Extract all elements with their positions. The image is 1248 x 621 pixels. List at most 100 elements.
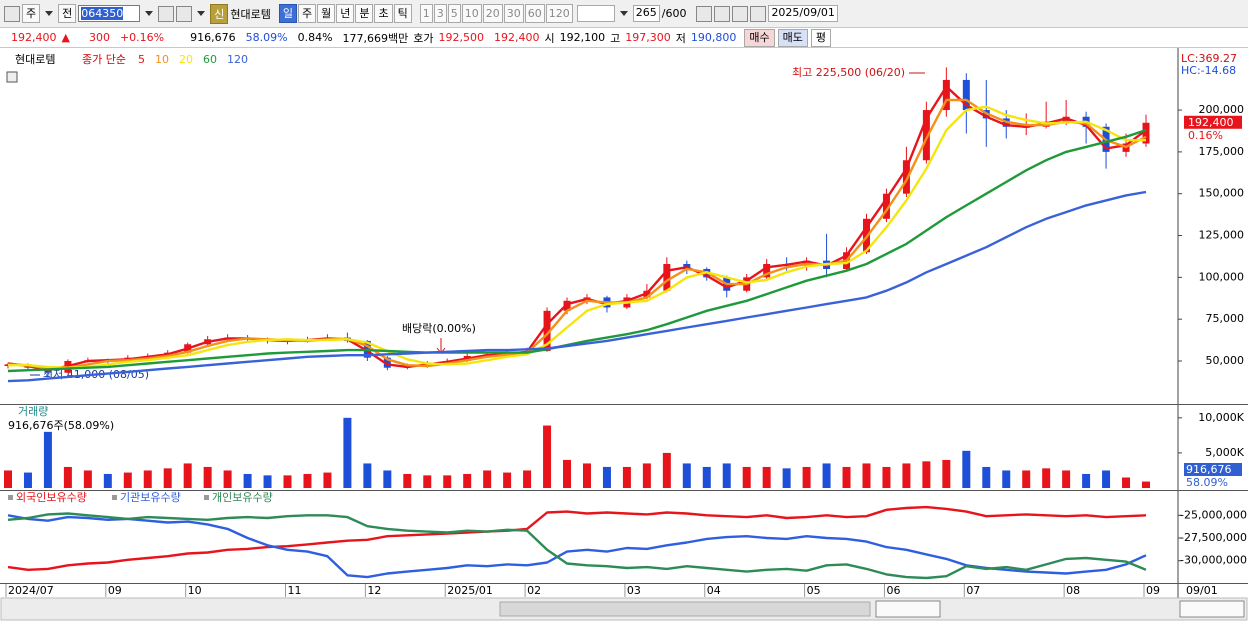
dropdown-arrow[interactable]	[619, 11, 628, 16]
y-tick-label: 100,000	[1199, 270, 1245, 283]
interval-button[interactable]: 20	[482, 4, 503, 23]
avg-button[interactable]: 평	[810, 28, 832, 47]
nav-buttons[interactable]	[875, 600, 941, 618]
volume-bar	[343, 417, 352, 488]
volume-bar	[822, 463, 831, 488]
chart-icon[interactable]	[696, 5, 713, 22]
x-tick-label: 03	[627, 584, 641, 597]
volume-bar	[1082, 473, 1091, 488]
period-button[interactable]: 일	[278, 4, 297, 23]
volume-bar	[123, 472, 132, 488]
buy-button[interactable]: 매수	[744, 28, 775, 47]
volume-bar	[782, 468, 791, 488]
price: 192,400	[11, 31, 57, 44]
type-select[interactable]: 주	[22, 4, 41, 23]
volume-bar	[523, 470, 532, 488]
interval-button[interactable]: 5	[447, 4, 461, 23]
interval-button[interactable]: 60	[524, 4, 545, 23]
interval-button[interactable]: 120	[545, 4, 573, 23]
high: 197,300	[625, 31, 671, 44]
period-button[interactable]: 분	[355, 4, 374, 23]
legend-entry: 외국인보유수량	[16, 491, 87, 504]
y-tick-label: 175,000	[1199, 145, 1245, 158]
y-tick-label: 125,000	[1199, 229, 1245, 242]
volume-bar	[742, 466, 751, 488]
legend-swatch	[112, 495, 117, 500]
custom-interval[interactable]	[576, 5, 615, 22]
dropdown-arrow[interactable]	[197, 11, 206, 16]
search-icon[interactable]	[158, 5, 175, 22]
window-icon[interactable]	[4, 5, 20, 22]
period-button[interactable]: 초	[374, 4, 393, 23]
legend-entry: 기관보유수량	[120, 491, 181, 504]
candle-body	[563, 300, 571, 311]
open: 192,100	[559, 31, 606, 44]
volume-tag-pct: 58.09%	[1186, 476, 1228, 489]
volume-bar	[183, 463, 192, 488]
period-button[interactable]: 년	[336, 4, 355, 23]
x-tick-label: 09	[108, 584, 122, 597]
dropdown-arrow[interactable]	[145, 11, 154, 16]
count: 265	[635, 6, 657, 19]
scale-label: LC:369.27	[1181, 52, 1237, 65]
moving-average	[7, 85, 1147, 372]
candle-body	[543, 310, 551, 351]
legend-entry: 60	[203, 53, 217, 66]
volume-bar	[602, 466, 611, 488]
high-annotation: 최고 225,500 (06/20)	[792, 66, 905, 79]
code-input[interactable]: 064350	[78, 5, 141, 22]
scroll-thumb[interactable]	[499, 601, 871, 617]
interval-buttons: 1 3 5 10 20 30 60 120	[419, 4, 573, 23]
draw-icon[interactable]	[714, 5, 731, 22]
volume-bar	[1022, 470, 1031, 488]
volume-bar	[83, 470, 92, 488]
prev-button[interactable]: 전	[58, 4, 77, 23]
legend-entry: 120	[227, 53, 248, 66]
period-button[interactable]: 틱	[393, 4, 412, 23]
zoom-buttons[interactable]	[1179, 600, 1245, 618]
chart-background	[0, 48, 1248, 584]
table-icon[interactable]	[6, 71, 18, 83]
volume-bar	[143, 470, 152, 488]
sound-icon[interactable]	[176, 5, 193, 22]
change-tag: 0.16%	[1188, 129, 1223, 142]
settings-icon[interactable]	[750, 5, 767, 22]
save-icon[interactable]	[732, 5, 749, 22]
interval-button[interactable]: 30	[503, 4, 524, 23]
volume-bar	[43, 431, 52, 488]
x-tick-label: 10	[188, 584, 202, 597]
volume-bar	[622, 466, 631, 488]
badge: 신	[210, 3, 229, 24]
price-tag: 192,400	[1188, 116, 1234, 129]
volume-bar	[1142, 481, 1150, 488]
count-max: /600	[661, 7, 687, 20]
volume-bar	[203, 466, 212, 488]
dropdown-arrow[interactable]	[45, 11, 54, 16]
volume-bar	[223, 470, 232, 488]
volume-bar	[23, 472, 32, 488]
interval-button[interactable]: 10	[461, 4, 482, 23]
interval-button[interactable]: 3	[433, 4, 447, 23]
sell-button[interactable]: 매도	[777, 28, 808, 47]
moving-average	[7, 128, 1147, 373]
legend-swatch	[8, 495, 13, 500]
candle-body	[383, 357, 391, 368]
x-tick-label: 06	[886, 584, 900, 597]
candle-body	[902, 160, 910, 194]
count-input[interactable]: 265	[632, 5, 660, 22]
period-button[interactable]: 월	[317, 4, 336, 23]
chart: 현대로템 종가 단순 LC:369.27 HC:-14.68 최고 225,50…	[0, 48, 1248, 621]
period-button[interactable]: 주	[297, 4, 317, 23]
volume-bar	[682, 463, 691, 488]
volume-bar	[63, 466, 72, 488]
volume: 916,676	[190, 31, 236, 44]
high-label: 고	[610, 31, 621, 45]
x-tick-label: 11	[288, 584, 302, 597]
moving-average	[7, 98, 1147, 370]
volume-bar	[1002, 470, 1011, 488]
date-input[interactable]: 2025/09/01	[768, 5, 838, 22]
interval-button[interactable]: 1	[419, 4, 433, 23]
arrow: ▲	[61, 31, 70, 44]
x-tick-label: 12	[367, 584, 381, 597]
